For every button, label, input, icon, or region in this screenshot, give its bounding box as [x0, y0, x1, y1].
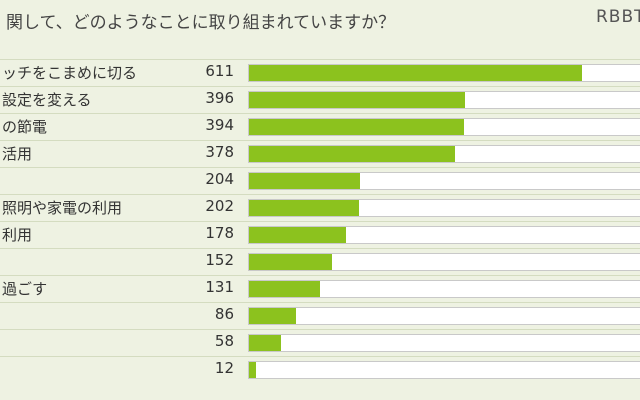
bar-track	[248, 334, 640, 352]
value-label: 178	[205, 224, 234, 242]
bar	[249, 281, 320, 297]
bar-row: 設定を変える 396	[0, 87, 640, 113]
bar-row: 利用 178	[0, 222, 640, 248]
bar-row: 204	[0, 168, 640, 194]
category-label: ッチをこまめに切る	[2, 64, 138, 82]
value-label: 58	[214, 332, 234, 350]
bar-track	[248, 172, 640, 190]
bar-track	[248, 64, 640, 82]
value-label: 204	[205, 170, 234, 188]
bar-track	[248, 145, 640, 163]
row-separator	[0, 302, 640, 303]
bar-row: 152	[0, 249, 640, 275]
chart-title: 関して、どのようなことに取り組まれていますか？	[6, 13, 396, 33]
row-separator	[0, 329, 640, 330]
brand-logo: RBBT	[596, 7, 640, 27]
value-label: 611	[205, 62, 234, 80]
bar-track	[248, 91, 640, 109]
value-label: 378	[205, 143, 234, 161]
bar-row: ッチをこまめに切る 611	[0, 60, 640, 86]
category-label: 利用	[2, 226, 33, 244]
bar-track	[248, 226, 640, 244]
bar-row: 過ごす 131	[0, 276, 640, 302]
category-label: の節電	[2, 118, 48, 136]
bar-row: の節電 394	[0, 114, 640, 140]
bar-track	[248, 280, 640, 298]
row-separator	[0, 140, 640, 141]
category-label: 設定を変える	[2, 91, 92, 109]
bar	[249, 200, 359, 216]
bar	[249, 173, 360, 189]
value-label: 396	[205, 89, 234, 107]
value-label: 131	[205, 278, 234, 296]
value-label: 86	[214, 305, 234, 323]
row-separator	[0, 113, 640, 114]
category-label: 活用	[2, 145, 33, 163]
bar	[249, 362, 256, 378]
bar	[249, 335, 281, 351]
value-label: 12	[214, 359, 234, 377]
bar-track	[248, 118, 640, 136]
bar	[249, 254, 332, 270]
bar-row: 58	[0, 330, 640, 356]
bar	[249, 146, 455, 162]
bar-track	[248, 361, 640, 379]
row-separator	[0, 275, 640, 276]
bar-track	[248, 199, 640, 217]
row-separator	[0, 167, 640, 168]
bar	[249, 119, 464, 135]
bar-row: 12	[0, 357, 640, 383]
bar-track	[248, 307, 640, 325]
row-separator	[0, 356, 640, 357]
bar	[249, 65, 582, 81]
bar	[249, 227, 346, 243]
row-separator	[0, 194, 640, 195]
value-label: 202	[205, 197, 234, 215]
value-label: 152	[205, 251, 234, 269]
value-label: 394	[205, 116, 234, 134]
row-separator	[0, 221, 640, 222]
category-label: 照明や家電の利用	[2, 199, 123, 217]
bar-row: 活用 378	[0, 141, 640, 167]
row-separator	[0, 248, 640, 249]
row-separator	[0, 59, 640, 60]
row-separator	[0, 86, 640, 87]
category-label: 過ごす	[2, 280, 48, 298]
bar-row: 86	[0, 303, 640, 329]
bar-track	[248, 253, 640, 271]
bar-row: 照明や家電の利用 202	[0, 195, 640, 221]
bar	[249, 308, 296, 324]
bar	[249, 92, 465, 108]
